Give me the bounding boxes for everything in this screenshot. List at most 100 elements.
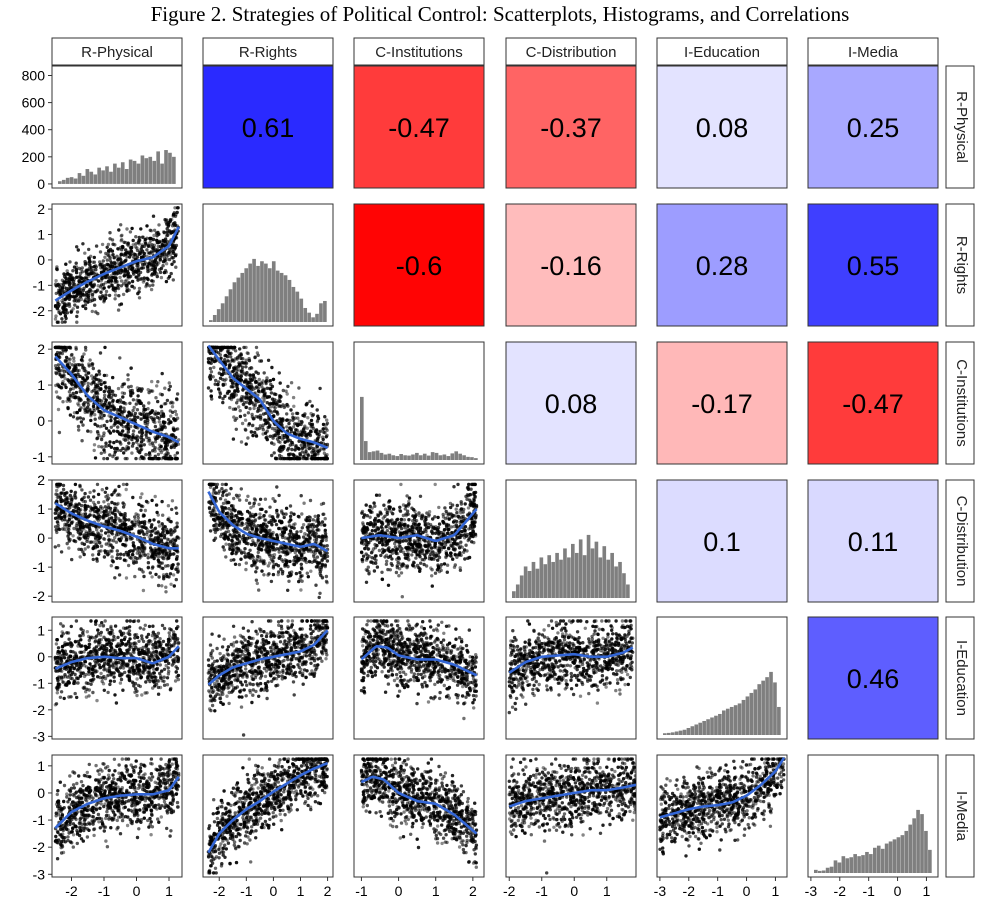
scatter-point [60, 285, 65, 290]
scatter-point [260, 385, 264, 389]
scatter-point [245, 382, 249, 386]
scatter-point [99, 510, 103, 514]
row-strip-box [945, 341, 975, 465]
scatter-point [136, 415, 140, 419]
scatter-point [323, 517, 327, 521]
scatter-point [98, 424, 102, 429]
scatter-point [90, 295, 95, 299]
scatter-point [261, 560, 265, 564]
scatter-point [115, 556, 119, 560]
scatter-point [314, 519, 318, 523]
scatter-point [152, 518, 156, 522]
scatter-point [294, 445, 298, 449]
scatter-point [235, 541, 239, 546]
scatter-point [88, 358, 92, 362]
scatter-point [113, 536, 117, 540]
scatter-point [321, 441, 325, 445]
scatter-point [107, 285, 111, 289]
scatter-point [255, 566, 259, 570]
scatter-point [234, 393, 238, 397]
scatter-point [113, 393, 118, 398]
scatter-point [69, 277, 74, 282]
scatter-point [260, 382, 264, 386]
scatter-point [234, 427, 238, 431]
scatter-point [175, 427, 180, 431]
scatter-point [140, 525, 144, 529]
histogram-bar [73, 178, 78, 184]
scatter-point [102, 423, 107, 428]
scatter-point [166, 276, 171, 280]
scatter-point [274, 392, 278, 397]
scatter-point [372, 501, 376, 505]
scatter-point [121, 482, 126, 487]
scatter-point [275, 511, 279, 515]
scatter-point [222, 489, 226, 493]
scatter-point [317, 528, 321, 532]
scatter-point [175, 456, 179, 461]
scatter-point [230, 538, 234, 543]
scatter-point [280, 572, 285, 576]
scatter-point [313, 557, 317, 561]
scatter-point [110, 500, 114, 505]
scatter-point [119, 284, 124, 288]
scatter-point [275, 535, 280, 539]
scatter-point [99, 529, 104, 533]
scatter-point [150, 552, 154, 556]
scatter-point [282, 515, 286, 520]
histogram-bar [240, 272, 245, 322]
scatter-point [300, 526, 304, 530]
scatter-point [283, 404, 287, 408]
scatter-point [133, 574, 137, 579]
scatter-point [141, 544, 145, 548]
scatter-point [146, 500, 150, 505]
scatter-point [319, 539, 324, 543]
scatter-point [122, 516, 126, 520]
histogram-bar [462, 455, 466, 460]
scatter-point [263, 518, 267, 522]
scatter-point [121, 292, 126, 297]
scatter-point [300, 555, 304, 560]
scatter-point [171, 573, 176, 577]
scatter-point [267, 386, 271, 391]
scatter-point [65, 399, 69, 403]
scatter-point [320, 576, 325, 580]
scatter-point [306, 416, 310, 420]
scatter-point [155, 415, 160, 420]
scatter-point [104, 531, 108, 535]
scatter-point [53, 516, 58, 520]
scatter-point [294, 571, 299, 576]
scatter-point [99, 451, 104, 455]
histogram-bar [411, 454, 415, 460]
scatter-point [63, 297, 67, 301]
scatter-point [116, 271, 120, 275]
scatter-point [300, 440, 305, 444]
scatter-point [98, 409, 102, 414]
panel-c-institutions-vs-r-rights [202, 341, 334, 465]
scatter-point [262, 573, 266, 577]
scatter-point [146, 277, 150, 282]
scatter-point [91, 362, 95, 366]
scatter-point [96, 279, 101, 283]
row-strip-label: R-Rights [953, 236, 970, 294]
scatter-point [265, 395, 270, 399]
scatter-point [261, 379, 265, 383]
scatter-point [321, 512, 325, 516]
scatter-point [263, 497, 268, 501]
scatter-point [312, 456, 317, 461]
scatter-point [73, 482, 78, 487]
scatter-point [323, 456, 327, 461]
scatter-point [309, 445, 313, 450]
scatter-point [323, 544, 327, 548]
scatter-point [321, 437, 325, 442]
scatter-point [161, 513, 165, 517]
scatter-point [315, 446, 319, 450]
scatter-point [105, 258, 110, 262]
scatter-point [105, 444, 109, 448]
scatter-point [237, 405, 241, 409]
scatter-point [67, 530, 71, 535]
scatter-point [218, 353, 222, 357]
histogram-bar [271, 261, 276, 322]
scatter-point [78, 416, 83, 420]
scatter-point [149, 415, 153, 420]
scatter-point [170, 217, 174, 222]
